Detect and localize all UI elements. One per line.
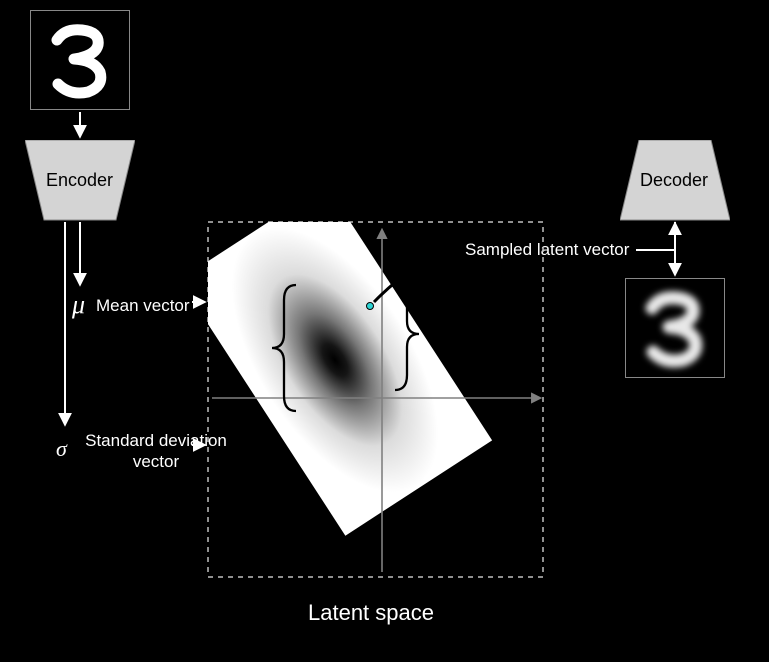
arrow-label-decoder [636,224,675,250]
latent-panel [0,0,769,662]
sample-dot [366,302,374,310]
latent-caption: Latent space [308,600,434,626]
